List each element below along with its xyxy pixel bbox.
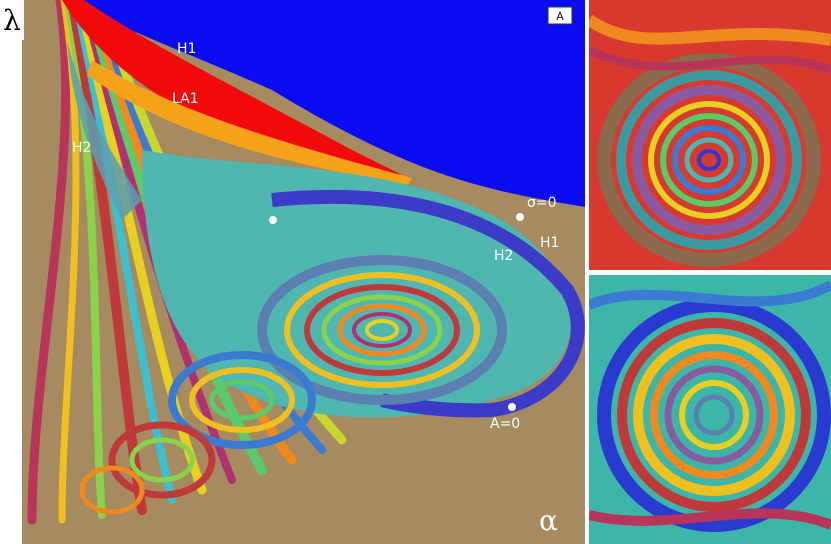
teal-patch (67, 40, 142, 220)
y-axis-label-box: λ (0, 0, 24, 40)
point-interior (269, 216, 277, 224)
label-la1: LA1 (172, 91, 199, 107)
main-diagram-panel: A H1 LA1 H2 σ=0 H1 H2 A=0 (22, 0, 585, 544)
panel-tag-box (547, 6, 573, 25)
y-axis-label: λ (3, 4, 21, 37)
top-right-inset (589, 0, 831, 270)
orange-band (87, 60, 412, 186)
panel-tag: A (556, 10, 564, 23)
blue-region (72, 0, 585, 207)
lower-spirals (79, 351, 316, 515)
spiral-rings (257, 255, 507, 405)
x-axis-label: α (539, 504, 558, 537)
label-sigma-zero: σ=0 (527, 195, 557, 211)
x-axis-label-box: α (539, 504, 558, 537)
label-h1-right: H1 (540, 235, 559, 251)
label-h2-left: H2 (72, 140, 91, 156)
spiral-lobe-outer (271, 189, 585, 418)
point-sigma-zero (516, 213, 524, 221)
red-region (62, 0, 402, 175)
label-h1-top: H1 (177, 41, 196, 57)
label-h2-right: H2 (494, 248, 513, 264)
point-a-zero (508, 403, 516, 411)
label-a-zero: A=0 (490, 416, 520, 432)
bottom-right-inset (589, 275, 831, 544)
